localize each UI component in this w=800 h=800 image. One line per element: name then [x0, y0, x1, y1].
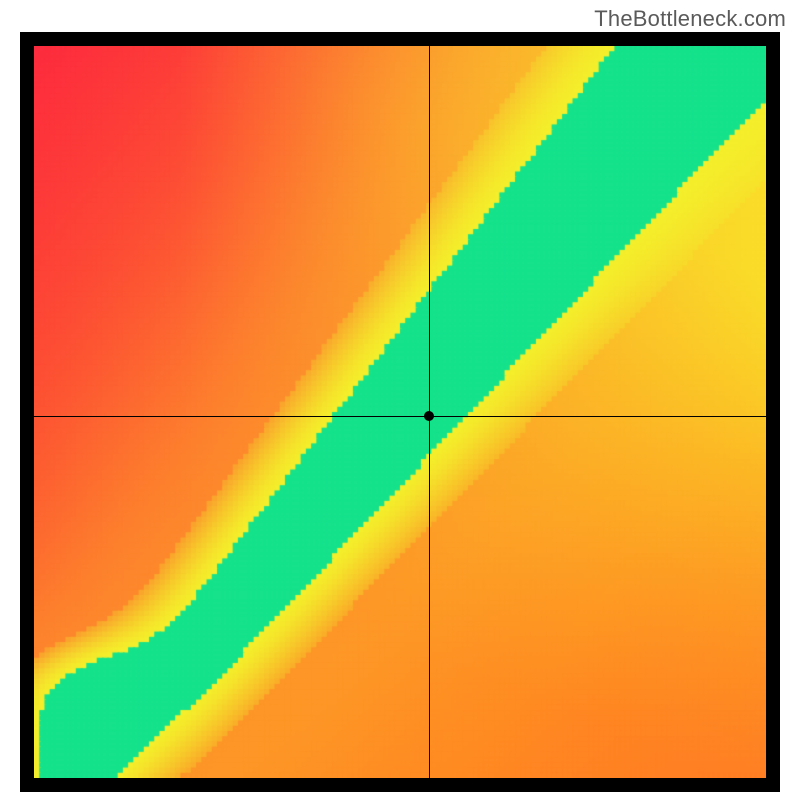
heatmap-plot-area [34, 46, 766, 778]
heatmap-canvas [34, 46, 766, 778]
crosshair-horizontal [34, 416, 766, 417]
watermark-text: TheBottleneck.com [594, 6, 786, 32]
marker-point [424, 411, 434, 421]
chart-frame [20, 32, 780, 792]
